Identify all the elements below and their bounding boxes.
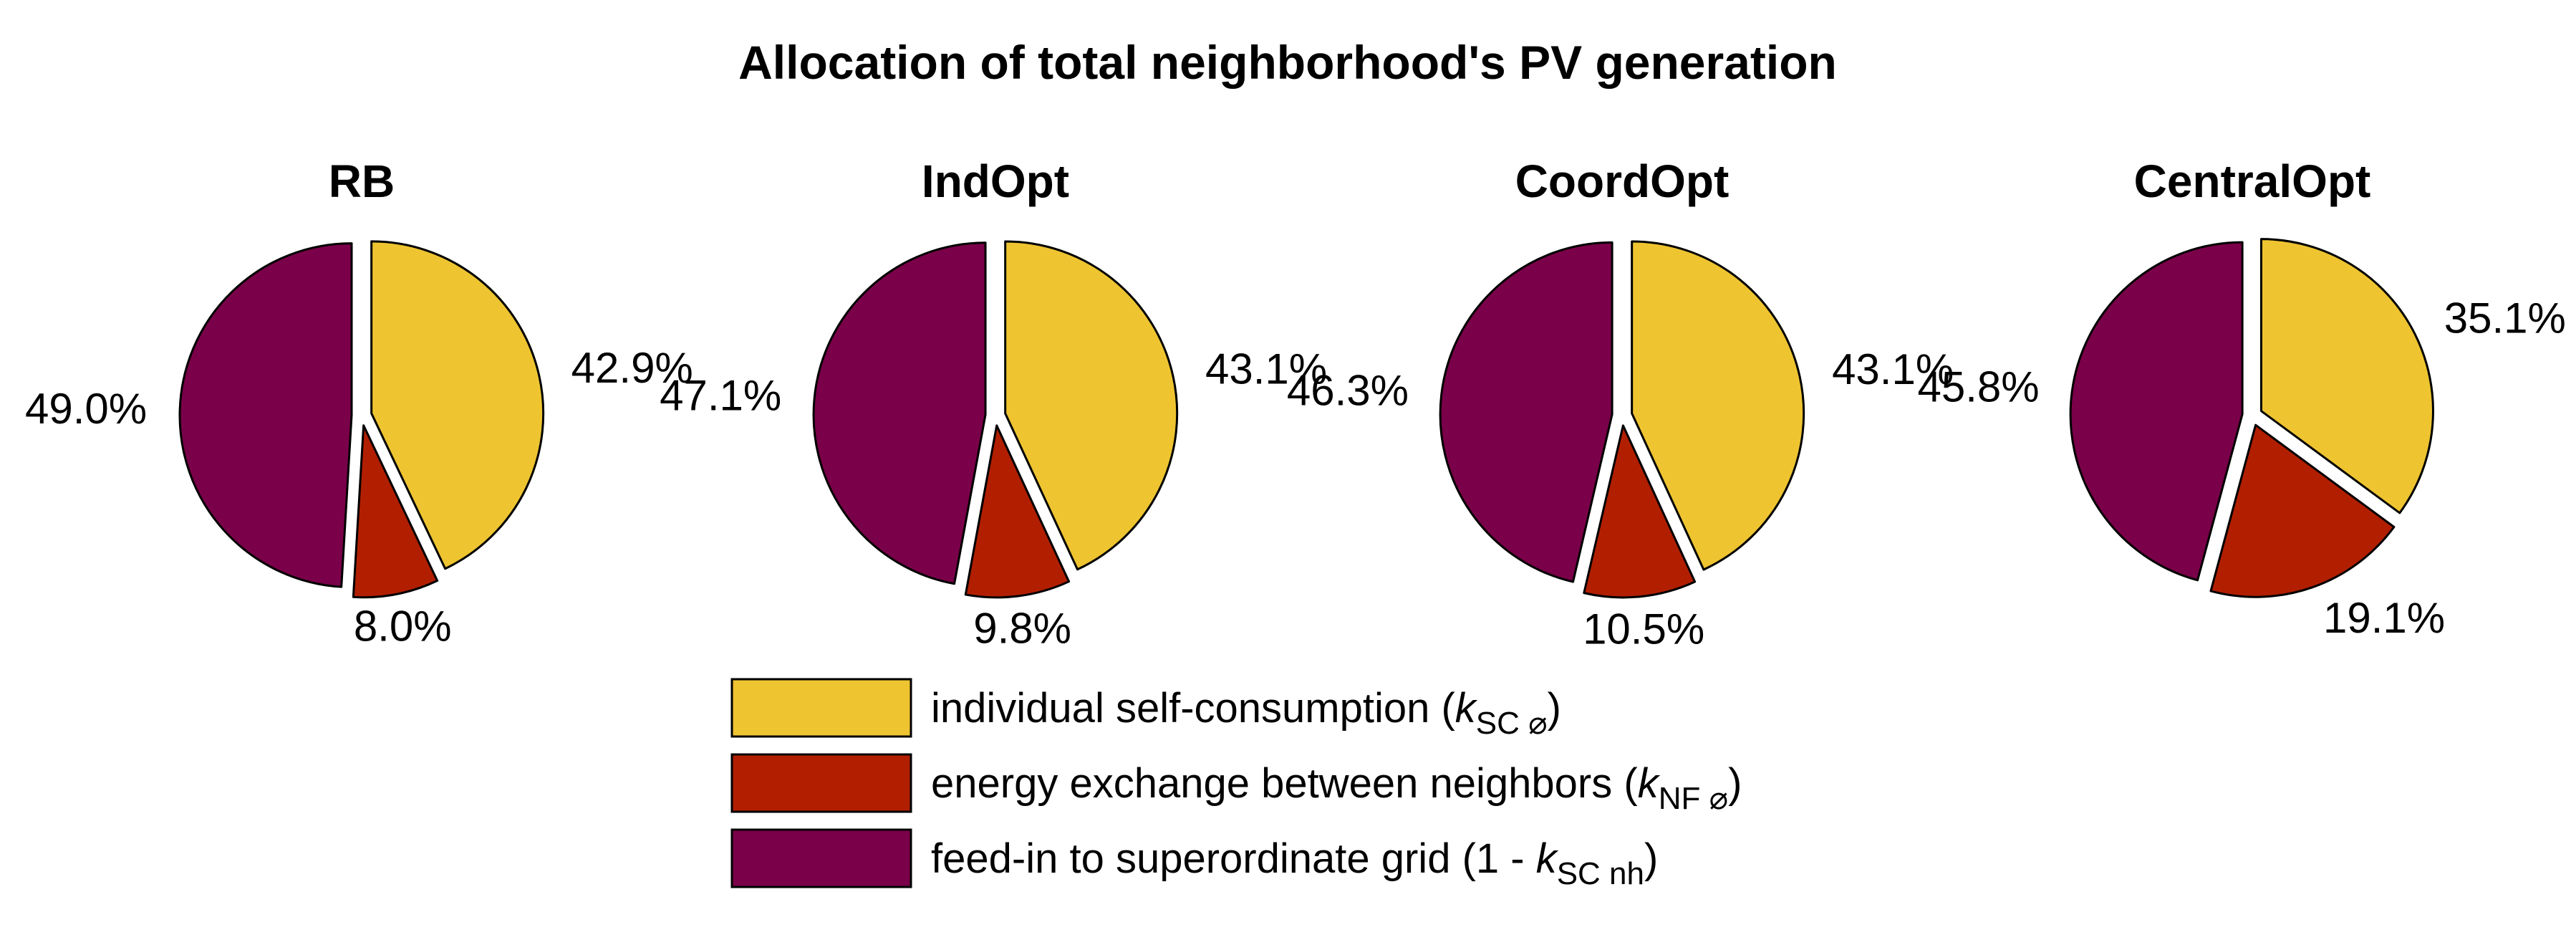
pie-rb: RB 42.9% 8.0% 49.0% [25,155,693,650]
legend-item-feed-in-to-superordinate-grid: feed-in to superordinate grid (1 - kSC n… [730,828,1658,891]
legend-swatch [730,828,912,888]
legend-item-individual-self-consumption: individual self-consumption (kSC ⌀) [730,678,1561,741]
pie-label-indopt-individual-self-consumption: 43.1% [1205,345,1327,393]
legend-swatch [730,678,912,738]
chart-title: Allocation of total neighborhood's PV ge… [738,36,1837,89]
legend-label: individual self-consumption (kSC ⌀) [931,685,1561,741]
pie-label-centralopt-individual-self-consumption: 35.1% [2444,294,2566,342]
pie-slice-rb-energy-exchange-between-neighbors [352,424,439,599]
pie-indopt: IndOpt 43.1% 9.8% 47.1% [660,155,1327,653]
pie-slice-coordopt-energy-exchange-between-neighbors [1583,424,1697,599]
legend-swatch [730,753,912,813]
pie-title-coordopt: CoordOpt [1515,155,1730,207]
pie-label-rb-energy-exchange-between-neighbors: 8.0% [354,602,452,650]
pie-slice-centralopt-feed-in-to-superordinate-grid [2069,241,2244,582]
pie-label-rb-individual-self-consumption: 42.9% [571,344,693,392]
pie-label-rb-feed-in-to-superordinate-grid: 49.0% [25,385,147,433]
pie-slice-rb-individual-self-consumption [370,240,545,570]
pie-coordopt: CoordOpt 43.1% 10.5% 46.3% [1287,155,1954,653]
pie-label-coordopt-energy-exchange-between-neighbors: 10.5% [1583,605,1704,653]
legend-label: energy exchange between neighbors (kNF ⌀… [931,760,1742,816]
pie-centralopt: CentralOpt 35.1% 19.1% 45.8% [1917,155,2565,642]
pie-label-coordopt-individual-self-consumption: 43.1% [1832,345,1954,393]
legend-item-energy-exchange-between-neighbors: energy exchange between neighbors (kNF ⌀… [730,753,1742,816]
legend-label: feed-in to superordinate grid (1 - kSC n… [931,835,1658,891]
pie-label-coordopt-feed-in-to-superordinate-grid: 46.3% [1287,367,1409,415]
pie-title-centralopt: CentralOpt [2134,155,2371,207]
pie-slice-centralopt-energy-exchange-between-neighbors [2209,423,2396,598]
pie-slice-indopt-individual-self-consumption [1004,240,1179,571]
pie-label-centralopt-energy-exchange-between-neighbors: 19.1% [2323,594,2445,642]
pie-slice-coordopt-individual-self-consumption [1631,240,1805,571]
pie-label-centralopt-feed-in-to-superordinate-grid: 45.8% [1917,363,2039,411]
pie-slice-rb-feed-in-to-superordinate-grid [178,242,353,588]
pie-title-rb: RB [329,155,395,207]
pie-slice-centralopt-individual-self-consumption [2259,238,2434,514]
pie-label-indopt-feed-in-to-superordinate-grid: 47.1% [660,372,781,420]
pie-slice-coordopt-feed-in-to-superordinate-grid [1439,241,1613,583]
pie-slice-indopt-energy-exchange-between-neighbors [964,424,1071,599]
pie-label-indopt-energy-exchange-between-neighbors: 9.8% [973,605,1071,653]
legend: individual self-consumption (kSC ⌀) energ… [730,678,1742,891]
pies-group: RB 42.9% 8.0% 49.0% IndOpt 43.1% 9.8% 47.1% Coor… [25,155,2566,653]
pie-title-indopt: IndOpt [922,155,1069,207]
pie-slice-indopt-feed-in-to-superordinate-grid [812,241,987,585]
